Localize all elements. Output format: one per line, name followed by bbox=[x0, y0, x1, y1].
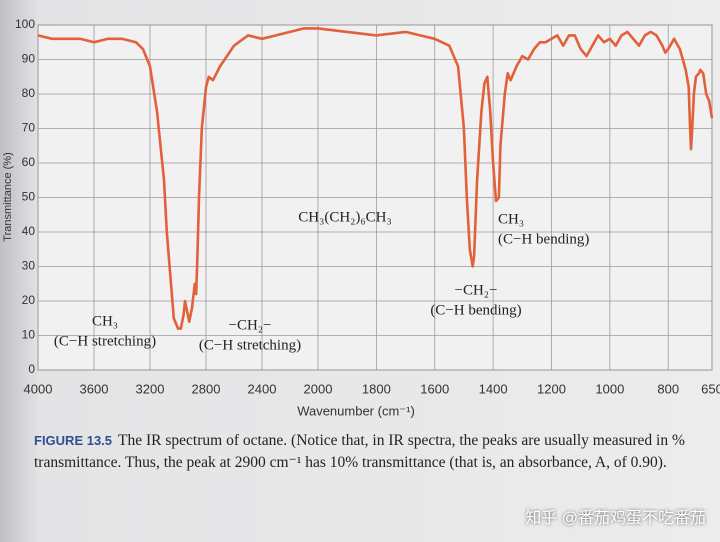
caption-label: FIGURE 13.5 bbox=[34, 433, 113, 448]
y-tick-label: 40 bbox=[22, 224, 36, 238]
annotation: (C−H stretching) bbox=[54, 333, 156, 349]
spectrum-line bbox=[37, 27, 714, 330]
y-tick-label: 20 bbox=[22, 293, 36, 307]
x-tick-label: 4000 bbox=[24, 381, 53, 396]
x-tick-label: 3200 bbox=[136, 381, 165, 396]
annotation: (C−H bending) bbox=[498, 231, 589, 247]
y-tick-label: 30 bbox=[22, 259, 36, 273]
x-tick-label: 800 bbox=[657, 381, 679, 396]
y-tick-label: 60 bbox=[22, 155, 36, 169]
annotation: CH₃ bbox=[92, 313, 118, 329]
annotation: (C−H stretching) bbox=[199, 337, 301, 353]
x-tick-label: 2000 bbox=[304, 381, 333, 396]
x-tick-label: 1200 bbox=[537, 381, 566, 396]
x-tick-label: 3600 bbox=[80, 381, 109, 396]
y-tick-label: 10 bbox=[22, 328, 36, 342]
x-tick-label: 1800 bbox=[362, 381, 391, 396]
annotation: CH₃(CH₂)₆CH₃ bbox=[298, 209, 391, 225]
annotation: −CH₂− bbox=[229, 317, 272, 333]
y-tick-label: 70 bbox=[22, 121, 36, 135]
annotation: −CH₂− bbox=[455, 282, 498, 298]
y-tick-label: 100 bbox=[15, 17, 35, 31]
x-axis-title: Wavenumber (cm⁻¹) bbox=[297, 403, 415, 418]
annotation: CH₃ bbox=[498, 211, 524, 227]
caption-text: The IR spectrum of octane. (Notice that,… bbox=[34, 432, 685, 471]
x-tick-label: 2400 bbox=[248, 381, 277, 396]
x-tick-label: 1400 bbox=[479, 381, 508, 396]
x-tick-label: 1600 bbox=[420, 381, 449, 396]
caption: FIGURE 13.5 The IR spectrum of octane. (N… bbox=[34, 430, 704, 474]
y-tick-label: 50 bbox=[22, 190, 36, 204]
annotation: (C−H bending) bbox=[430, 302, 521, 318]
x-tick-label: 650 bbox=[701, 381, 720, 396]
y-tick-label: 80 bbox=[22, 86, 36, 100]
watermark: 知乎 @番茄鸡蛋不吃番茄 bbox=[525, 510, 706, 527]
y-axis-title: Transmittance (%) bbox=[2, 152, 14, 241]
x-tick-label: 2800 bbox=[192, 381, 221, 396]
y-tick-label: 90 bbox=[22, 52, 36, 66]
chart: Transmittance (%) Wavenumber (cm⁻¹) 0 10 2… bbox=[2, 17, 720, 418]
y-tick-label: 0 bbox=[28, 362, 35, 376]
x-tick-label: 1000 bbox=[595, 381, 624, 396]
